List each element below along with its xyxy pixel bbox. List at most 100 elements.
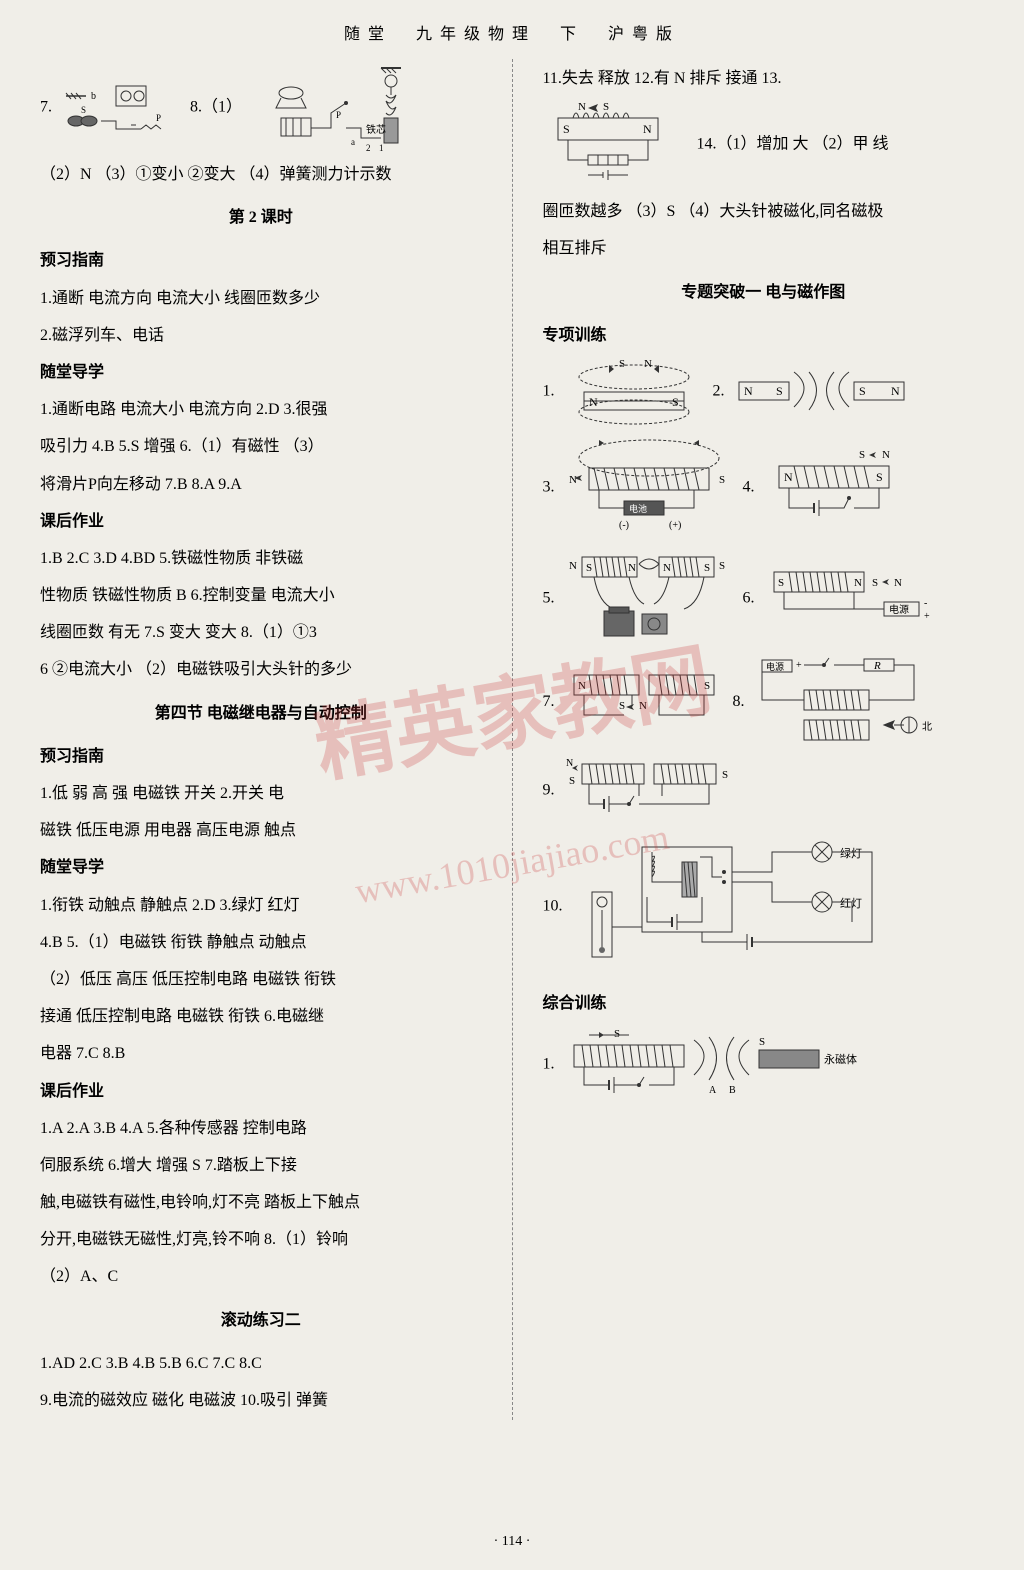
svg-text:S: S [614, 1028, 620, 1040]
hw2-3: 触,电磁铁有磁性,电铃响,灯不亮 踏板上下触点 [40, 1185, 482, 1220]
svg-text:(-): (-) [619, 520, 629, 531]
svg-text:S: S [872, 577, 878, 589]
svg-text:N: N [663, 562, 671, 574]
q5-label: 5. [543, 590, 555, 607]
svg-text:S: S [603, 101, 609, 113]
svg-text:S: S [876, 470, 883, 484]
svg-text:N: N [644, 358, 652, 370]
roll-2: 9.电流的磁效应 磁化 电磁波 10.吸引 弹簧 [40, 1383, 482, 1418]
svg-text:S: S [859, 449, 865, 461]
comp-title: 综合训练 [543, 986, 985, 1021]
svg-text:S: S [619, 358, 625, 370]
hw-2: 性物质 铁磁性物质 B 6.控制变量 电流大小 [40, 578, 482, 613]
hw-1: 1.B 2.C 3.D 4.BD 5.铁磁性物质 非铁磁 [40, 541, 482, 576]
comp-diagram-1: S A B S [564, 1025, 864, 1105]
svg-text:N: N [882, 449, 890, 461]
lesson2-title: 第 2 课时 [40, 200, 482, 235]
solenoid-diagram-13: N S S N [548, 100, 688, 190]
left-column: 7. b S P 8.（1） [40, 59, 482, 1420]
q8-label: 8.（1） [190, 99, 242, 116]
hw2-2: 伺服系统 6.增大 增强 S 7.踏板上下接 [40, 1148, 482, 1183]
svg-text:N: N [854, 577, 862, 589]
svg-text:N: N [891, 384, 900, 398]
q7-label: 7. [40, 99, 52, 116]
column-divider [512, 59, 513, 1420]
svg-text:S: S [722, 769, 728, 781]
q9-label: 9. [543, 782, 555, 799]
svg-text:(+): (+) [669, 520, 681, 531]
suitang-title: 随堂导学 [40, 355, 482, 390]
pre-1: 1.通断 电流方向 电流大小 线圈匝数多少 [40, 281, 482, 316]
special-title: 专项训练 [543, 318, 985, 353]
circuit-diagram-7: b S P [61, 81, 181, 136]
section4-title: 第四节 电磁继电器与自动控制 [40, 696, 482, 731]
svg-text:1: 1 [379, 143, 384, 153]
svg-text:N: N [578, 101, 586, 113]
q10-label: 10. [543, 898, 563, 915]
svg-text:R: R [873, 660, 881, 672]
relay-diagram-10: 绿灯 红灯 [572, 832, 902, 982]
st2-4: 接通 低压控制电路 电磁铁 衔铁 6.电磁继 [40, 999, 482, 1034]
svg-text:N: N [784, 470, 793, 484]
hw-title: 课后作业 [40, 504, 482, 539]
svg-text:2: 2 [366, 143, 371, 153]
q7-label-r: 7. [543, 693, 555, 710]
q3-q4-row: 3. N S 电池 (-) (+) [543, 431, 985, 545]
svg-text:S: S [563, 122, 570, 136]
solenoid-diagram-6: S N S N 电源 - + [764, 564, 944, 634]
svg-text:N: N [566, 758, 573, 769]
svg-text:-: - [924, 598, 927, 609]
power-label-8: 电源 [766, 661, 784, 672]
svg-text:S: S [586, 562, 592, 574]
magnet-diagram-2: N S S N [734, 362, 914, 422]
header-text: 随堂 九年级物理 下 沪粤版 [344, 26, 680, 43]
rolling-title: 滚动练习二 [40, 1303, 482, 1338]
cq1-row: 1. S A [543, 1023, 985, 1107]
roll-1: 1.AD 2.C 3.B 4.B 5.B 6.C 7.C 8.C [40, 1346, 482, 1381]
svg-text:S: S [778, 577, 784, 589]
st2-5: 电器 7.C 8.B [40, 1036, 482, 1071]
q10-row: 10. [543, 830, 985, 984]
svg-text:N: N [628, 562, 636, 574]
svg-text:S: S [719, 474, 725, 486]
svg-text:电池: 电池 [629, 503, 647, 514]
st-3: 将滑片P向左移动 7.B 8.A 9.A [40, 467, 482, 502]
r4: 相互排斥 [543, 231, 985, 266]
st-2: 吸引力 4.B 5.S 增强 6.（1）有磁性 （3） [40, 429, 482, 464]
svg-text:S: S [81, 105, 86, 115]
green-light-label: 绿灯 [840, 846, 862, 860]
q9-row: 9. N S S [543, 754, 985, 828]
r3: 圈匝数越多 （3）S （4）大头针被磁化,同名磁极 [543, 194, 985, 229]
q8-label-r: 8. [733, 693, 745, 710]
st2-3: （2）低压 高压 低压控制电路 电磁铁 衔铁 [40, 962, 482, 997]
red-light-label: 红灯 [840, 897, 862, 910]
svg-text:S: S [619, 700, 625, 712]
svg-text:+: + [796, 660, 802, 671]
q6-label: 6. [743, 590, 755, 607]
page-number: · 114 · [494, 1534, 531, 1550]
hw2-1: 1.A 2.A 3.B 4.A 5.各种传感器 控制电路 [40, 1111, 482, 1146]
pre2-2: 磁铁 低压电源 用电器 高压电源 触点 [40, 813, 482, 848]
solenoid-diagram-9: N S S [564, 756, 754, 826]
pre-2: 2.磁浮列车、电话 [40, 318, 482, 353]
svg-text:P: P [156, 113, 161, 123]
svg-text:S: S [569, 775, 575, 787]
magnet-label: 永磁体 [824, 1052, 857, 1066]
ironcore-label: 铁芯 [366, 123, 386, 136]
q4-label: 4. [743, 479, 755, 496]
r2-text: 14.（1）增加 大 （2）甲 线 [697, 136, 889, 153]
topic-title: 专题突破一 电与磁作图 [543, 275, 985, 310]
hw2-5: （2）A、C [40, 1259, 482, 1294]
hw-4: 6 ②电流大小 （2）电磁铁吸引大头针的多少 [40, 652, 482, 687]
q1-q2-row: 1. S N N S 2. N [543, 355, 985, 429]
circuit-diagram-8r: 电源 + R 北 [754, 655, 934, 750]
st2-1: 1.衔铁 动触点 静触点 2.D 3.绿灯 红灯 [40, 888, 482, 923]
suitang2-title: 随堂导学 [40, 850, 482, 885]
svg-text:P: P [336, 110, 341, 120]
power-label: 电源 [889, 603, 909, 616]
svg-text:S: S [672, 395, 679, 409]
page-header: 随堂 九年级物理 下 沪粤版 [40, 20, 984, 44]
st-1: 1.通断电路 电流大小 电流方向 2.D 3.很强 [40, 392, 482, 427]
q1-label: 1. [543, 383, 555, 400]
cq1-label: 1. [543, 1056, 555, 1073]
